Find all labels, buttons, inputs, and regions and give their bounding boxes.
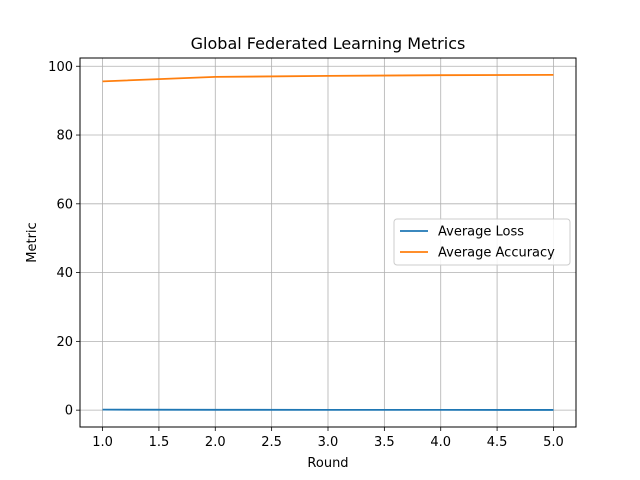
y-tick-label: 80 xyxy=(56,129,73,144)
y-tick-label: 40 xyxy=(56,266,73,281)
legend: Average Loss Average Accuracy xyxy=(393,218,571,266)
x-tick-label: 4.5 xyxy=(487,435,508,450)
x-tick-label: 4.0 xyxy=(430,435,451,450)
y-tick-label: 20 xyxy=(56,335,73,350)
legend-label: Average Accuracy xyxy=(438,246,555,261)
plot-lines xyxy=(102,73,554,411)
x-tick-label: 2.5 xyxy=(261,435,282,450)
x-axis-label: Round xyxy=(307,456,348,471)
x-tick-label: 1.5 xyxy=(149,435,170,450)
x-tick-label: 3.0 xyxy=(318,435,339,450)
y-tick-label: 0 xyxy=(65,404,73,419)
chart-title: Global Federated Learning Metrics xyxy=(191,34,466,53)
legend-label: Average Loss xyxy=(438,225,524,240)
x-tick-label: 3.5 xyxy=(374,435,395,450)
series-line-average-accuracy xyxy=(102,73,554,83)
y-tick-label: 60 xyxy=(56,197,73,212)
axis-ticks: 1.0 1.5 2.0 2.5 3.0 3.5 4.0 4.5 5.0 0 20 40 60 80 100 xyxy=(48,60,564,450)
y-tick-label: 100 xyxy=(48,60,73,75)
x-tick-label: 1.0 xyxy=(92,435,113,450)
y-axis-label: Metric xyxy=(25,222,40,262)
legend-box xyxy=(393,218,571,266)
x-tick-label: 5.0 xyxy=(543,435,564,450)
x-tick-label: 2.0 xyxy=(205,435,226,450)
